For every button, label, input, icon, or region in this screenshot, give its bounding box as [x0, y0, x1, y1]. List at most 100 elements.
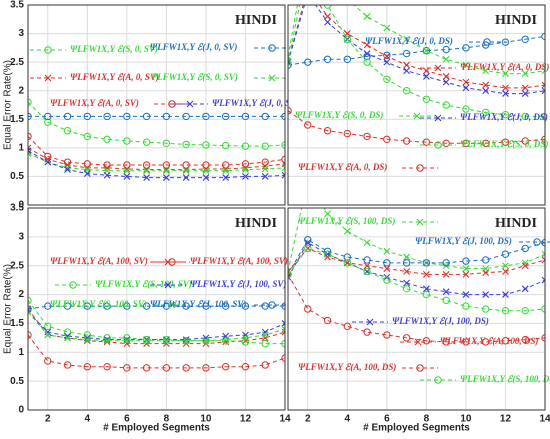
x-marker	[422, 67, 430, 75]
legend-label: ΨLFW1X,Y ℰ(A, 0, DS)	[460, 62, 549, 72]
x-marker	[281, 325, 285, 333]
circle-marker	[481, 338, 490, 346]
x-marker	[103, 336, 111, 343]
x-marker	[521, 90, 529, 97]
circle-marker	[323, 55, 332, 63]
x-marker	[242, 331, 249, 339]
x-marker	[143, 336, 151, 343]
x-tick-label: 4	[345, 414, 351, 425]
legend-label: ΨLFW1X,Y ℰ(S, 0, DS)	[295, 110, 383, 120]
x-marker	[202, 334, 210, 342]
x-marker	[434, 114, 442, 122]
series-line	[28, 311, 285, 342]
circle-marker	[202, 112, 210, 121]
legend-entry: ΨLFW1X,Y ℰ(A, 0, SV)	[30, 72, 159, 82]
circle-marker	[44, 152, 52, 161]
circle-marker	[323, 127, 332, 135]
x-marker	[28, 305, 32, 313]
x-marker	[363, 41, 371, 49]
circle-marker	[383, 331, 391, 339]
x-marker	[541, 276, 545, 284]
plot-frame	[287, 4, 546, 206]
circle-marker	[182, 112, 190, 121]
x-marker	[202, 337, 210, 345]
circle-marker	[402, 87, 411, 95]
x-marker	[541, 250, 545, 258]
legend-label: ΨLFW1X,Y ℰ(A, 100, SV)	[190, 256, 288, 266]
x-marker	[422, 47, 430, 55]
y-tick-label: 1.5	[10, 318, 24, 329]
x-tick-label: 6	[384, 414, 390, 425]
circle-marker	[202, 302, 210, 310]
circle-marker	[343, 55, 352, 63]
legend-label: ΨLFW1X,Y ℰ(S, 100, DS)	[460, 374, 550, 384]
x-marker	[261, 165, 269, 173]
circle-marker	[123, 364, 131, 372]
x-marker	[383, 53, 391, 60]
x-marker	[202, 174, 210, 181]
circle-marker	[83, 363, 92, 371]
circle-marker	[123, 137, 131, 145]
circle-marker	[63, 112, 72, 121]
x-marker	[268, 74, 276, 82]
legend-label: ΨLFW1X,Y ℰ(S, 100, DS)	[298, 216, 395, 226]
x-marker	[261, 328, 269, 336]
x-marker	[482, 291, 490, 298]
legend-label: ΨLFW1X,Y ℰ(J, 0, DS)	[460, 112, 548, 122]
circle-marker	[142, 138, 151, 146]
legend-label: ΨLFW1X,Y ℰ(A, 0, DS)	[298, 162, 387, 172]
circle-marker	[63, 158, 72, 166]
x-marker	[44, 328, 52, 336]
circle-marker	[142, 302, 151, 310]
circle-marker	[442, 101, 450, 109]
x-marker	[242, 166, 249, 173]
circle-marker	[521, 244, 529, 253]
x-marker	[344, 0, 350, 2]
y-tick-label: 3	[18, 28, 24, 39]
circle-marker	[462, 44, 470, 52]
x-marker	[288, 268, 292, 275]
x-marker	[123, 167, 131, 175]
legend-label: ΨLFW1X,Y ℰ(S, 0, SV)	[70, 44, 158, 54]
legend-label: ΨLFW1X,Y ℰ(A, 100, DS)	[440, 336, 538, 346]
circle-marker	[221, 112, 230, 121]
y-tick-label: 2	[18, 289, 24, 300]
x-marker	[403, 61, 411, 69]
legend-entry: ΨLFW1X,Y ℰ(A, 100, DS)	[400, 336, 538, 346]
circle-marker	[221, 161, 230, 169]
circle-marker	[162, 139, 171, 147]
circle-marker	[241, 142, 250, 150]
circle-marker	[202, 364, 210, 372]
legend-entry: ΨLFW1X,Y ℰ(S, 0, DS)	[420, 139, 548, 149]
x-marker	[28, 308, 32, 316]
circle-marker	[462, 302, 470, 310]
x-marker	[541, 256, 545, 264]
circle-marker	[142, 364, 151, 372]
circle-marker	[481, 256, 490, 264]
x-marker	[123, 173, 131, 180]
legend-label: ΨLFW1X,Y ℰ(A, 100, SV)	[50, 256, 148, 266]
x-tick-label: 12	[240, 414, 252, 425]
x-tick-label: 10	[460, 414, 472, 425]
x-marker	[288, 273, 292, 281]
circle-marker	[481, 108, 490, 117]
circle-marker	[103, 161, 111, 169]
legend-entry: ΨLFW1X,Y ℰ(J, 0, SV)	[150, 42, 290, 52]
series-line	[288, 208, 545, 272]
x-marker	[363, 262, 371, 270]
x-marker	[324, 18, 331, 26]
circle-marker	[501, 38, 510, 46]
series-line	[28, 147, 285, 171]
x-marker	[383, 24, 391, 32]
circle-marker	[28, 98, 32, 106]
circle-marker	[288, 61, 292, 69]
circle-marker	[383, 259, 391, 267]
circle-marker	[182, 302, 190, 310]
x-marker	[482, 87, 490, 95]
circle-marker	[162, 302, 171, 310]
x-marker	[162, 174, 170, 181]
legend-entry: ΨLFW1X,Y ℰ(J, 0, DS)	[365, 36, 505, 46]
y-tick-label: 3	[18, 231, 24, 242]
x-marker	[403, 279, 411, 287]
x-marker	[143, 174, 151, 181]
